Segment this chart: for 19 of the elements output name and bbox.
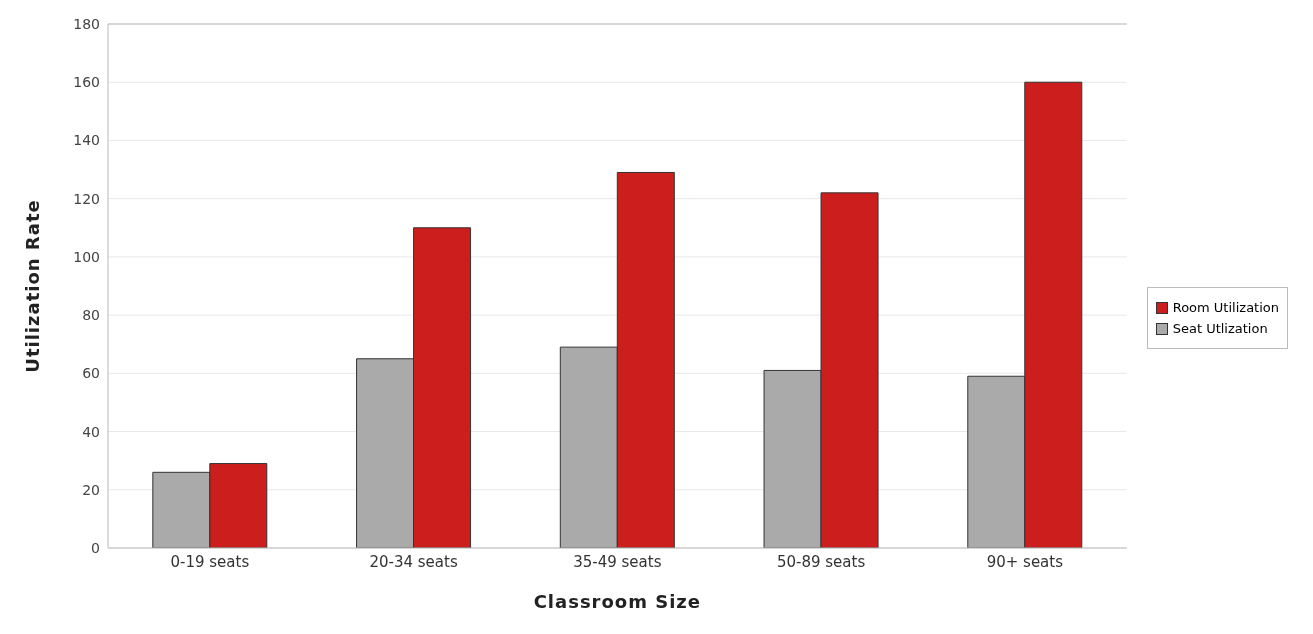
y-tick-label: 40 <box>82 423 100 440</box>
x-tick-label: 50-89 seats <box>776 552 866 571</box>
x-tick-label: 35-49 seats <box>573 552 662 571</box>
y-tick-label: 60 <box>82 365 100 382</box>
y-tick-label: 100 <box>73 248 100 265</box>
x-axis-title: Classroom Size <box>533 591 702 612</box>
y-tick-label: 140 <box>73 132 100 149</box>
legend-label: Room Utilization <box>1172 300 1279 315</box>
y-tick-label: 180 <box>73 15 100 32</box>
y-tick-label: 0 <box>91 539 100 556</box>
y-tick-label: 160 <box>73 74 100 91</box>
y-tick-label: 80 <box>82 307 100 324</box>
x-tick-label: 20-34 seats <box>369 552 458 571</box>
legend-label: Seat Utlization <box>1172 321 1268 336</box>
x-tick-label: 0-19 seats <box>170 552 250 571</box>
y-tick-label: 20 <box>82 481 100 498</box>
x-tick-label: 90+ seats <box>986 552 1064 571</box>
y-tick-label: 120 <box>73 190 100 207</box>
y-axis-title: Utilization Rate <box>22 199 44 373</box>
